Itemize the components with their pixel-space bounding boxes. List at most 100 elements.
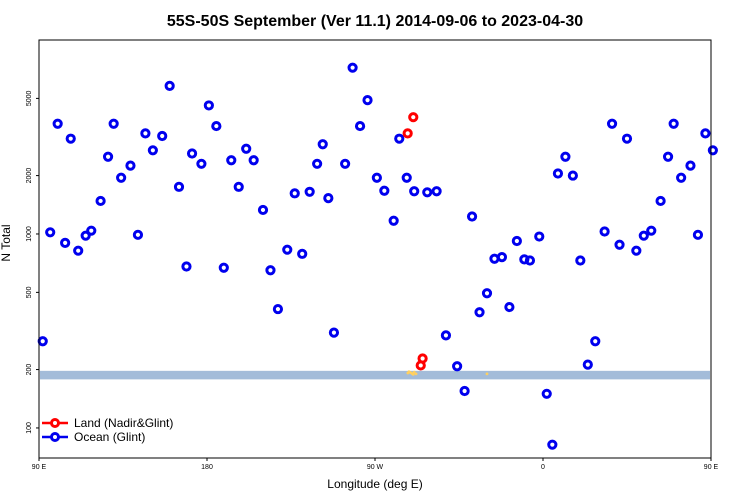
ocean-point <box>388 215 399 226</box>
ocean-point <box>481 288 493 299</box>
ocean-point <box>560 151 571 162</box>
ocean-point <box>108 118 119 129</box>
ocean-point <box>323 193 334 204</box>
noise-layer <box>406 370 489 376</box>
ocean-point <box>590 336 601 347</box>
y-tick-label: 2000 <box>26 168 33 184</box>
ocean-point <box>552 168 564 179</box>
y-tick-label: 1000 <box>26 226 33 242</box>
chart-title: 55S-50S September (Ver 11.1) 2014-09-06 … <box>167 13 583 30</box>
ocean-point <box>401 172 412 183</box>
noise-speck <box>412 370 416 374</box>
legend: Land (Nadir&Glint) Ocean (Glint) <box>42 416 173 444</box>
ocean-point <box>371 172 382 183</box>
ocean-point <box>354 120 366 132</box>
ocean-point <box>147 145 158 156</box>
y-tick-label: 100 <box>26 422 33 434</box>
ocean-point <box>638 230 649 241</box>
x-tick-label: 90 E <box>32 464 47 471</box>
ocean-point <box>181 261 192 272</box>
ocean-point <box>86 225 97 236</box>
y-axis-label: N Total <box>0 224 13 261</box>
legend-ocean-marker <box>50 432 60 442</box>
ocean-point <box>511 235 522 247</box>
ocean-point <box>328 327 340 338</box>
ocean-point <box>452 361 463 372</box>
ocean-point <box>646 225 657 236</box>
ocean-point <box>422 187 433 198</box>
ocean-point <box>218 262 229 273</box>
noise-speck <box>406 371 410 375</box>
ocean-point <box>157 130 168 142</box>
ocean-point <box>692 229 704 240</box>
ocean-point <box>655 195 666 207</box>
ocean-point <box>547 439 558 450</box>
legend-land-label: Land (Nadir&Glint) <box>74 416 173 430</box>
ocean-point <box>196 158 207 169</box>
reference-band-layer <box>40 370 710 380</box>
ocean-point <box>132 229 144 240</box>
ocean-point <box>524 255 536 266</box>
legend-ocean-label: Ocean (Glint) <box>74 430 145 444</box>
plot-frame <box>38 39 712 459</box>
noise-speck <box>411 372 415 376</box>
y-tick-label: 500 <box>26 286 33 298</box>
ocean-point <box>496 251 508 263</box>
ocean-point <box>211 120 222 132</box>
ocean-point <box>599 226 610 237</box>
ocean-point <box>265 265 276 276</box>
x-tick-label: 180 <box>201 464 213 471</box>
ocean-point <box>282 244 293 255</box>
ocean-point <box>317 139 328 150</box>
ocean-point <box>312 158 323 169</box>
ocean-point <box>362 94 373 106</box>
ocean-point <box>102 151 114 162</box>
ocean-point <box>65 133 76 144</box>
ocean-point <box>45 227 56 238</box>
ocean-point <box>431 186 442 197</box>
ocean-point <box>241 143 252 154</box>
ocean-point <box>621 133 633 144</box>
ocean-point <box>394 133 405 144</box>
ocean-point <box>140 128 151 139</box>
ocean-point <box>606 118 618 129</box>
ocean-point <box>700 128 711 139</box>
ocean-point <box>440 330 452 341</box>
legend-land-marker <box>50 418 60 428</box>
ocean-point <box>662 151 674 162</box>
ocean-point <box>164 80 175 91</box>
y-tick-label: 5000 <box>26 91 33 107</box>
ocean-point <box>504 301 515 313</box>
ocean-point <box>676 172 687 183</box>
ocean-point <box>233 181 244 192</box>
ocean-point <box>73 245 84 256</box>
x-axis-label: Longitude (deg E) <box>327 477 422 491</box>
ticks-layer: 90 E 180 90 W 0 90 E 100 200 500 1000 2000 5000 <box>26 91 719 471</box>
noise-speck <box>485 372 489 376</box>
ocean-point <box>297 248 308 259</box>
ocean-point <box>582 359 593 370</box>
ocean-point <box>340 158 351 169</box>
land-point <box>417 353 428 364</box>
ocean-point <box>60 237 71 248</box>
ocean-point <box>186 148 198 159</box>
noise-speck <box>414 372 418 376</box>
ocean-point <box>203 100 214 111</box>
ocean-point <box>459 385 470 397</box>
land-point <box>402 128 413 139</box>
ocean-point <box>614 239 625 250</box>
ocean-point <box>116 172 127 183</box>
ocean-point <box>248 155 259 166</box>
ocean-point <box>173 181 185 192</box>
ocean-point <box>567 170 578 181</box>
ocean-point <box>534 231 545 242</box>
ocean-point <box>80 230 91 241</box>
ocean-point <box>409 186 420 197</box>
ocean-point <box>347 62 358 73</box>
ocean-point <box>466 211 478 222</box>
ocean-point <box>304 186 315 197</box>
ocean-point <box>37 336 48 347</box>
ocean-point <box>685 160 696 171</box>
reference-band <box>40 370 710 380</box>
